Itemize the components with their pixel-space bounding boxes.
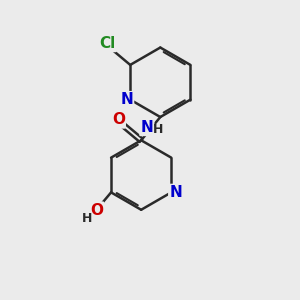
Text: N: N — [120, 92, 133, 107]
Text: O: O — [112, 112, 125, 128]
Text: H: H — [82, 212, 92, 225]
Text: N: N — [140, 120, 153, 135]
Text: N: N — [169, 185, 182, 200]
Text: Cl: Cl — [99, 36, 116, 51]
Text: H: H — [153, 123, 163, 136]
Text: O: O — [90, 202, 103, 217]
